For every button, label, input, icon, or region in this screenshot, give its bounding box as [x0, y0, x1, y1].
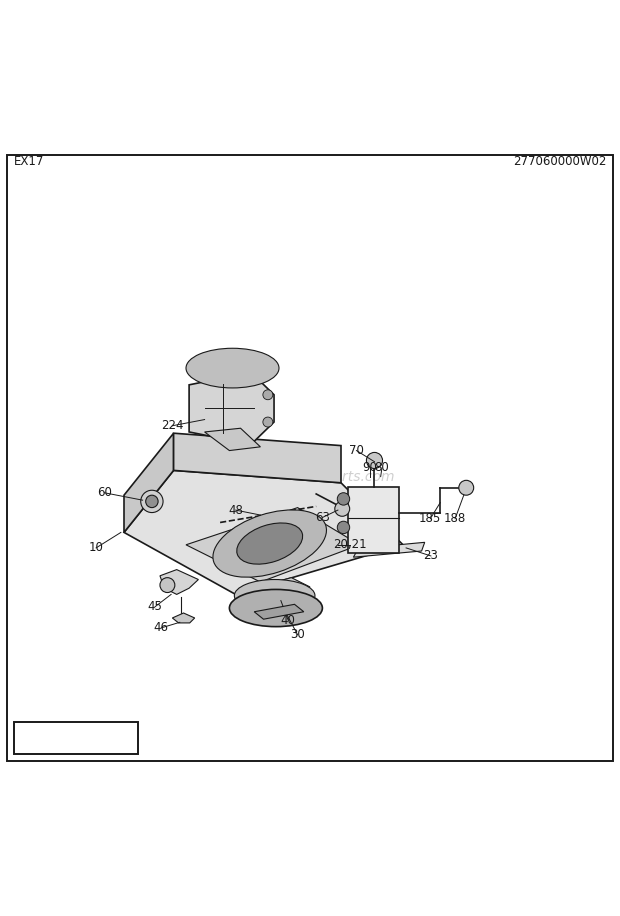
Text: EX17: EX17	[14, 155, 44, 169]
Text: 45: 45	[148, 600, 162, 614]
Text: 224: 224	[161, 420, 184, 432]
Text: 277060000W02: 277060000W02	[513, 155, 606, 169]
Text: eReplacementParts.com: eReplacementParts.com	[225, 470, 395, 484]
Polygon shape	[254, 605, 304, 619]
Ellipse shape	[229, 589, 322, 627]
Bar	[348, 486, 399, 553]
Polygon shape	[186, 507, 360, 582]
Polygon shape	[124, 433, 174, 532]
Polygon shape	[189, 373, 274, 444]
Polygon shape	[205, 429, 260, 451]
Circle shape	[335, 501, 350, 517]
Text: 185: 185	[419, 512, 441, 525]
Circle shape	[263, 417, 273, 427]
Ellipse shape	[186, 348, 279, 388]
Text: FIG. 600: FIG. 600	[20, 726, 131, 750]
Polygon shape	[172, 613, 195, 623]
Polygon shape	[174, 433, 341, 483]
Text: 90: 90	[362, 462, 377, 474]
Polygon shape	[239, 578, 310, 601]
Circle shape	[366, 453, 383, 469]
Text: 70: 70	[349, 444, 364, 457]
Text: 10: 10	[89, 541, 104, 554]
Polygon shape	[160, 570, 198, 594]
Circle shape	[146, 496, 158, 507]
Circle shape	[141, 490, 163, 513]
Text: 48: 48	[228, 504, 243, 517]
Text: 40: 40	[281, 614, 296, 627]
Polygon shape	[124, 471, 403, 594]
Text: 60: 60	[97, 486, 112, 499]
Text: 188: 188	[444, 512, 466, 525]
Ellipse shape	[234, 580, 315, 612]
Circle shape	[459, 480, 474, 496]
Text: 63: 63	[315, 511, 330, 524]
Ellipse shape	[213, 510, 327, 577]
Text: 23: 23	[423, 550, 438, 562]
Circle shape	[337, 493, 350, 505]
Ellipse shape	[237, 523, 303, 564]
Circle shape	[337, 521, 350, 534]
Text: 20,21: 20,21	[334, 539, 367, 551]
Circle shape	[263, 390, 273, 399]
Text: 46: 46	[154, 621, 169, 635]
Text: 30: 30	[290, 628, 305, 641]
Text: 80: 80	[374, 462, 389, 474]
Polygon shape	[353, 542, 425, 557]
Circle shape	[160, 578, 175, 593]
